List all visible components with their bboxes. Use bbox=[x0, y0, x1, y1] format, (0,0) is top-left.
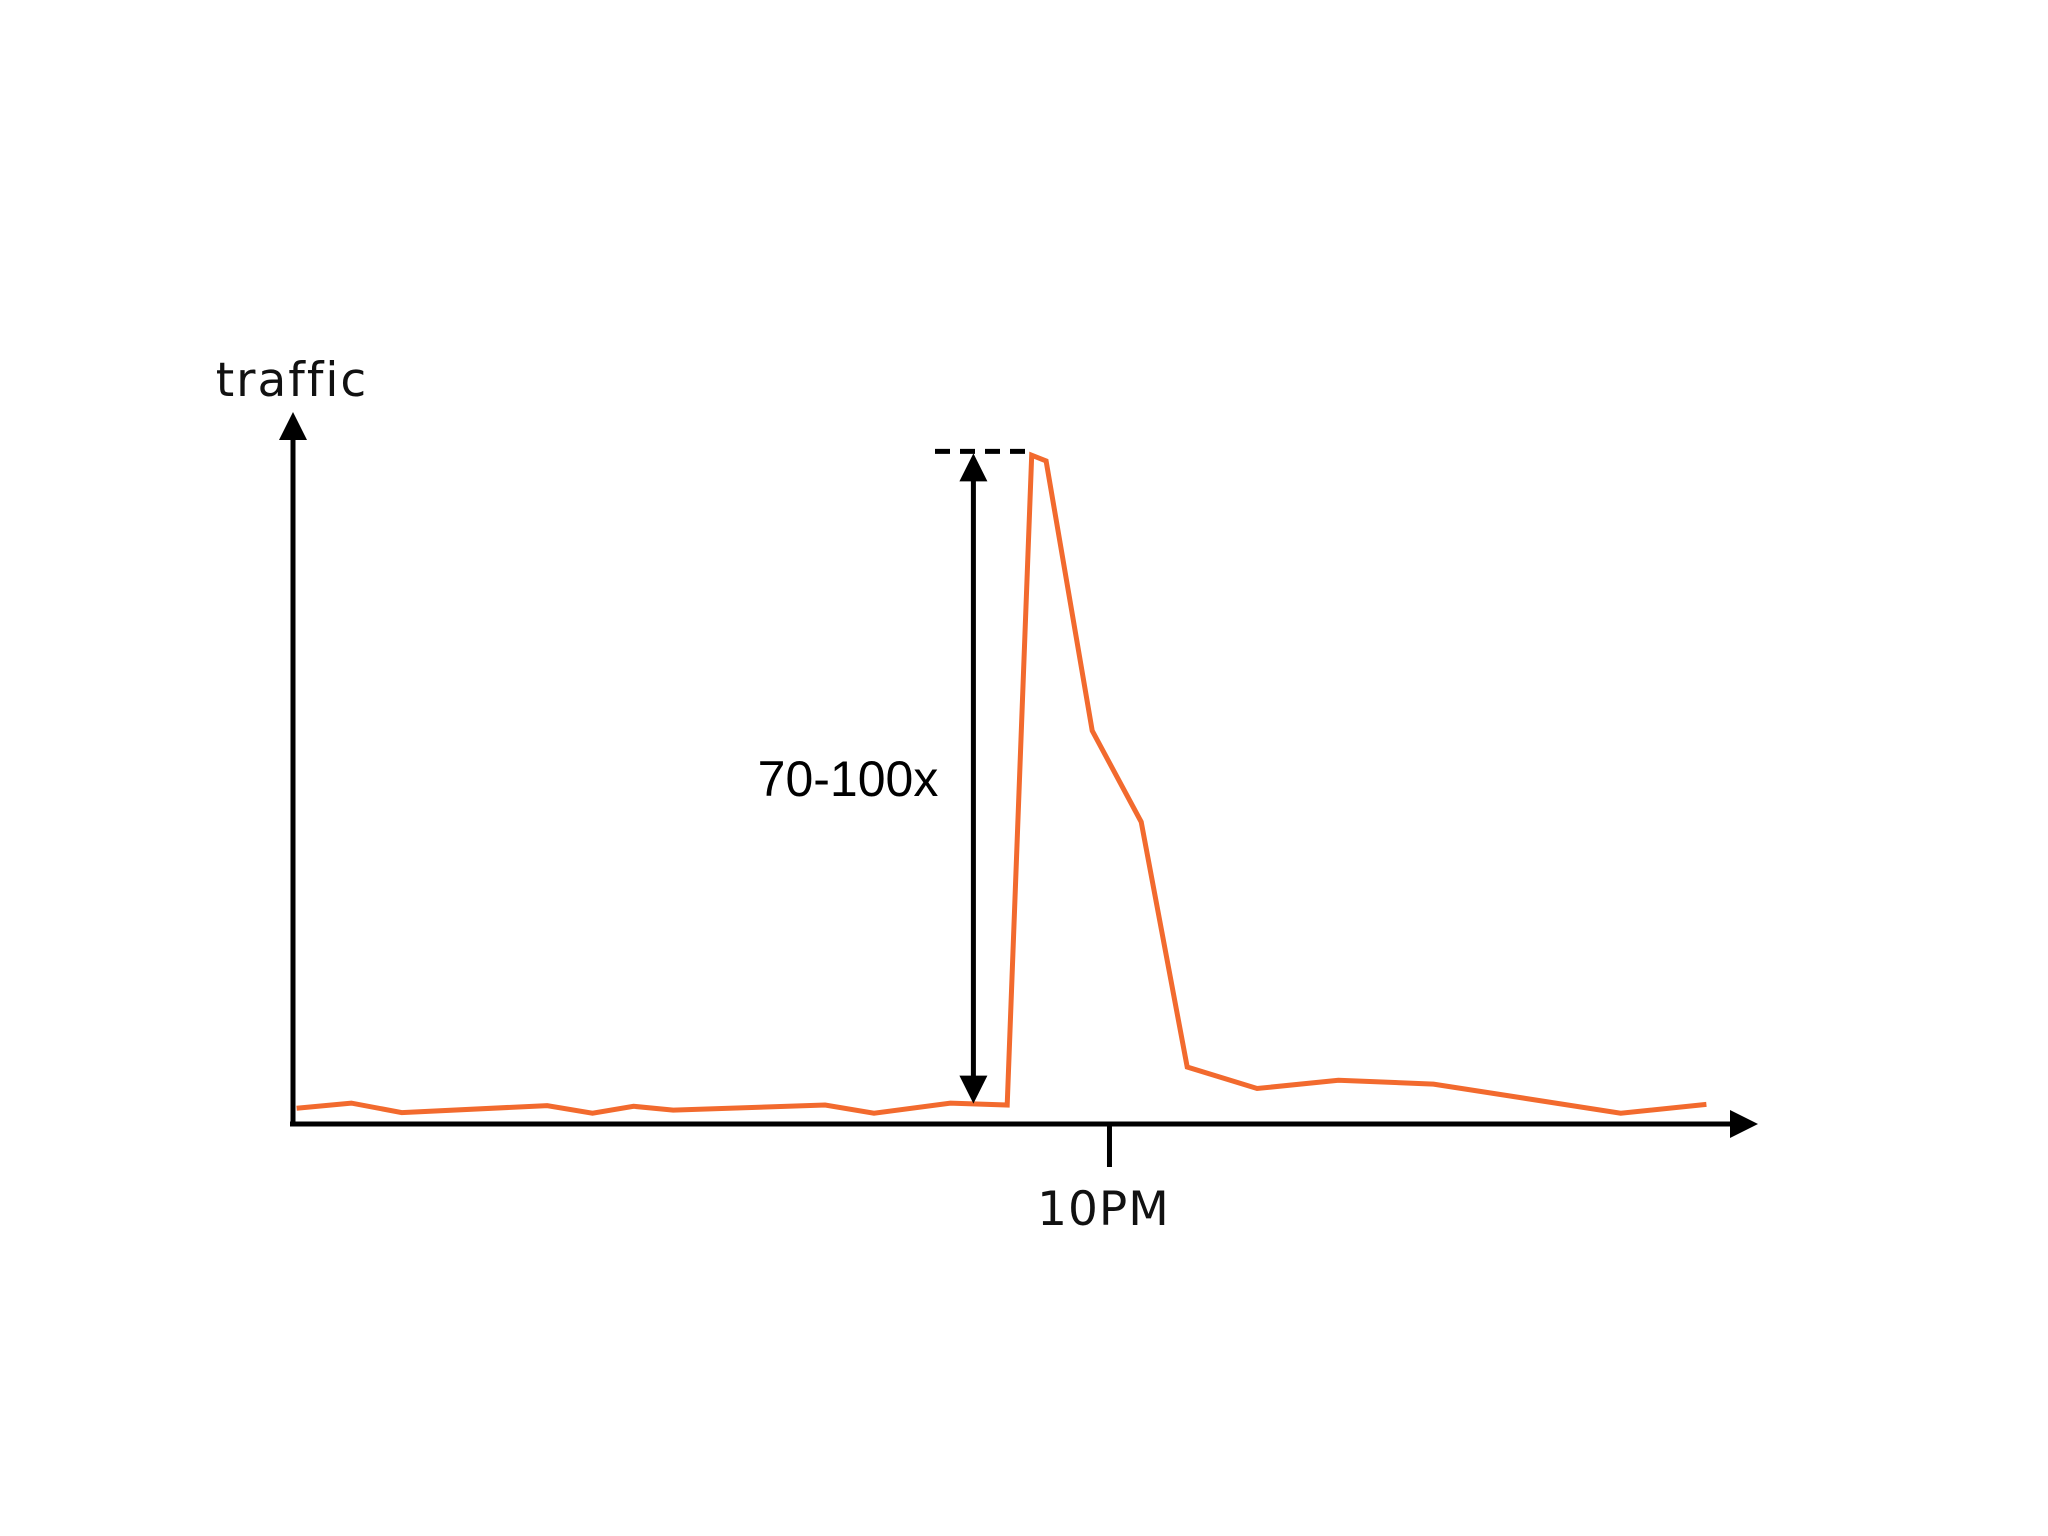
axes bbox=[279, 412, 1758, 1138]
annotation-arrowhead-up bbox=[959, 453, 988, 482]
x-axis-arrowhead bbox=[1730, 1110, 1758, 1138]
annotation-arrowhead-down bbox=[959, 1075, 988, 1104]
annotation-label: 70-100x bbox=[758, 751, 939, 807]
series-line-traffic bbox=[296, 451, 1707, 1116]
y-axis-label: traffic bbox=[216, 353, 369, 408]
x-ticks: 10PM bbox=[1037, 1124, 1170, 1237]
spike-annotation: 70-100x bbox=[758, 448, 1030, 1104]
x-tick-label: 10PM bbox=[1037, 1182, 1170, 1237]
series-layer bbox=[296, 451, 1707, 1116]
y-axis-arrowhead bbox=[279, 412, 307, 440]
